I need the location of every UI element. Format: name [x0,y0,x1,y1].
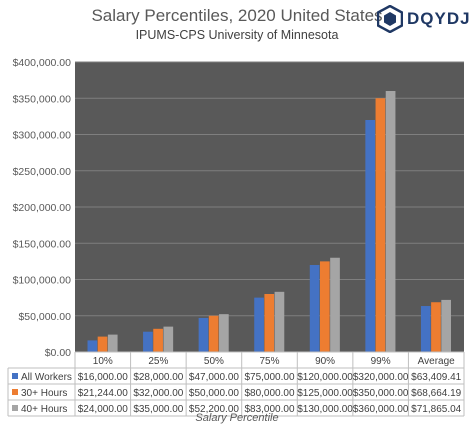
data-label: $24,000.00 [78,404,128,415]
bar-all-workers [198,317,209,352]
x-tick-label: Average [418,356,456,367]
data-label: $28,000.00 [133,372,183,383]
bar-40-hours [163,326,174,352]
bar-30-hours [264,294,275,352]
logo-text: DQYDJ [407,9,471,28]
dqydj-logo: DQYDJ [377,4,471,34]
data-label: $83,000.00 [244,404,294,415]
y-tick-label: $50,000.00 [18,311,71,323]
data-label: $47,000.00 [189,372,239,383]
bar-30-hours [153,328,163,352]
y-tick-label: $250,000.00 [13,166,72,178]
bar-30-hours [319,261,330,352]
x-tick-label: 90% [315,356,335,367]
bar-30-hours [375,98,386,352]
y-tick-label: $200,000.00 [13,202,72,214]
bar-all-workers [309,265,320,352]
bar-all-workers [365,120,376,352]
data-label: $130,000.00 [297,404,353,415]
y-tick-label: $100,000.00 [13,275,72,287]
x-tick-label: 25% [148,356,168,367]
data-label: $32,000.00 [133,388,183,399]
y-tick-label: $300,000.00 [13,130,72,142]
bar-40-hours [330,257,340,352]
bar-all-workers [420,306,431,352]
x-axis-label: Salary Percentile [195,412,279,424]
data-label: $71,865.04 [411,404,461,415]
y-tick-label: $150,000.00 [13,238,72,250]
x-tick-label: 10% [93,356,113,367]
data-label: $350,000.00 [353,388,409,399]
bar-30-hours [431,302,441,352]
bar-40-hours [219,314,229,352]
data-label: $50,000.00 [189,388,239,399]
bar-all-workers [254,297,264,352]
y-tick-label: $400,000.00 [13,57,72,69]
x-tick-label: 75% [259,356,279,367]
legend-entry: All Workers [21,372,72,383]
data-label: $75,000.00 [244,372,294,383]
x-tick-label: 99% [371,356,391,367]
bar-40-hours [274,291,285,352]
dqydj-logo-icon [377,5,403,33]
bar-30-hours [97,336,108,352]
bar-40-hours [385,91,396,352]
chart-title: Salary Percentiles, 2020 United States [91,6,383,25]
bar-all-workers [143,331,153,352]
legend-entry: 40+ Hours [21,404,67,415]
legend-key [12,405,18,411]
data-label: $68,664.19 [411,388,461,399]
bar-40-hours [107,334,118,352]
y-tick-label: $350,000.00 [13,93,72,105]
data-label: $21,244.00 [78,388,128,399]
legend-key [12,373,18,379]
y-tick-label: $0.00 [45,347,71,359]
legend-entry: 30+ Hours [21,388,67,399]
bar-all-workers [87,340,98,352]
data-label: $35,000.00 [133,404,183,415]
data-label: $16,000.00 [78,372,128,383]
chart-subtitle: IPUMS-CPS University of Minnesota [135,28,339,42]
bar-40-hours [441,299,451,352]
data-label: $320,000.00 [353,372,409,383]
bar-30-hours [208,315,219,352]
legend-key [12,389,18,395]
data-label: $120,000.00 [297,372,353,383]
data-label: $80,000.00 [244,388,294,399]
data-label: $63,409.41 [411,372,461,383]
data-label: $125,000.00 [297,388,353,399]
x-tick-label: 50% [204,356,224,367]
data-label: $52,200.00 [189,404,239,415]
data-label: $360,000.00 [353,404,409,415]
